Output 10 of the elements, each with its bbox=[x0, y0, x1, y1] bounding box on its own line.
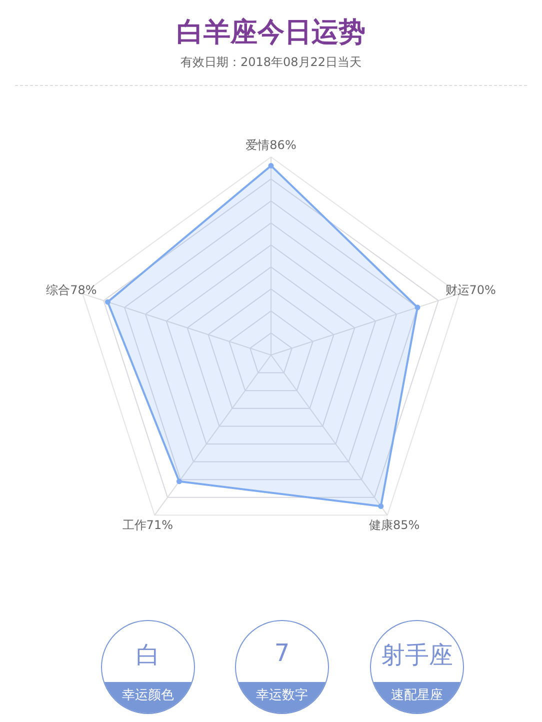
spoke-label: 工作71% bbox=[122, 518, 173, 532]
chart-title: 白羊座今日运势 bbox=[176, 16, 366, 50]
chart-subtitle: 有效日期：2018年08月22日当天 bbox=[179, 54, 363, 71]
spoke-label: 爱情86% bbox=[246, 138, 296, 152]
circle-badge: 射手座 速配星座 bbox=[370, 620, 464, 714]
spoke-label: 财运70% bbox=[445, 283, 496, 298]
circle-badge: 白 幸运颜色 bbox=[101, 620, 195, 714]
spoke-label: 健康85% bbox=[369, 518, 420, 532]
spoke-label: 综合78% bbox=[46, 283, 97, 298]
circle-badge: 7 幸运数字 bbox=[235, 620, 329, 714]
